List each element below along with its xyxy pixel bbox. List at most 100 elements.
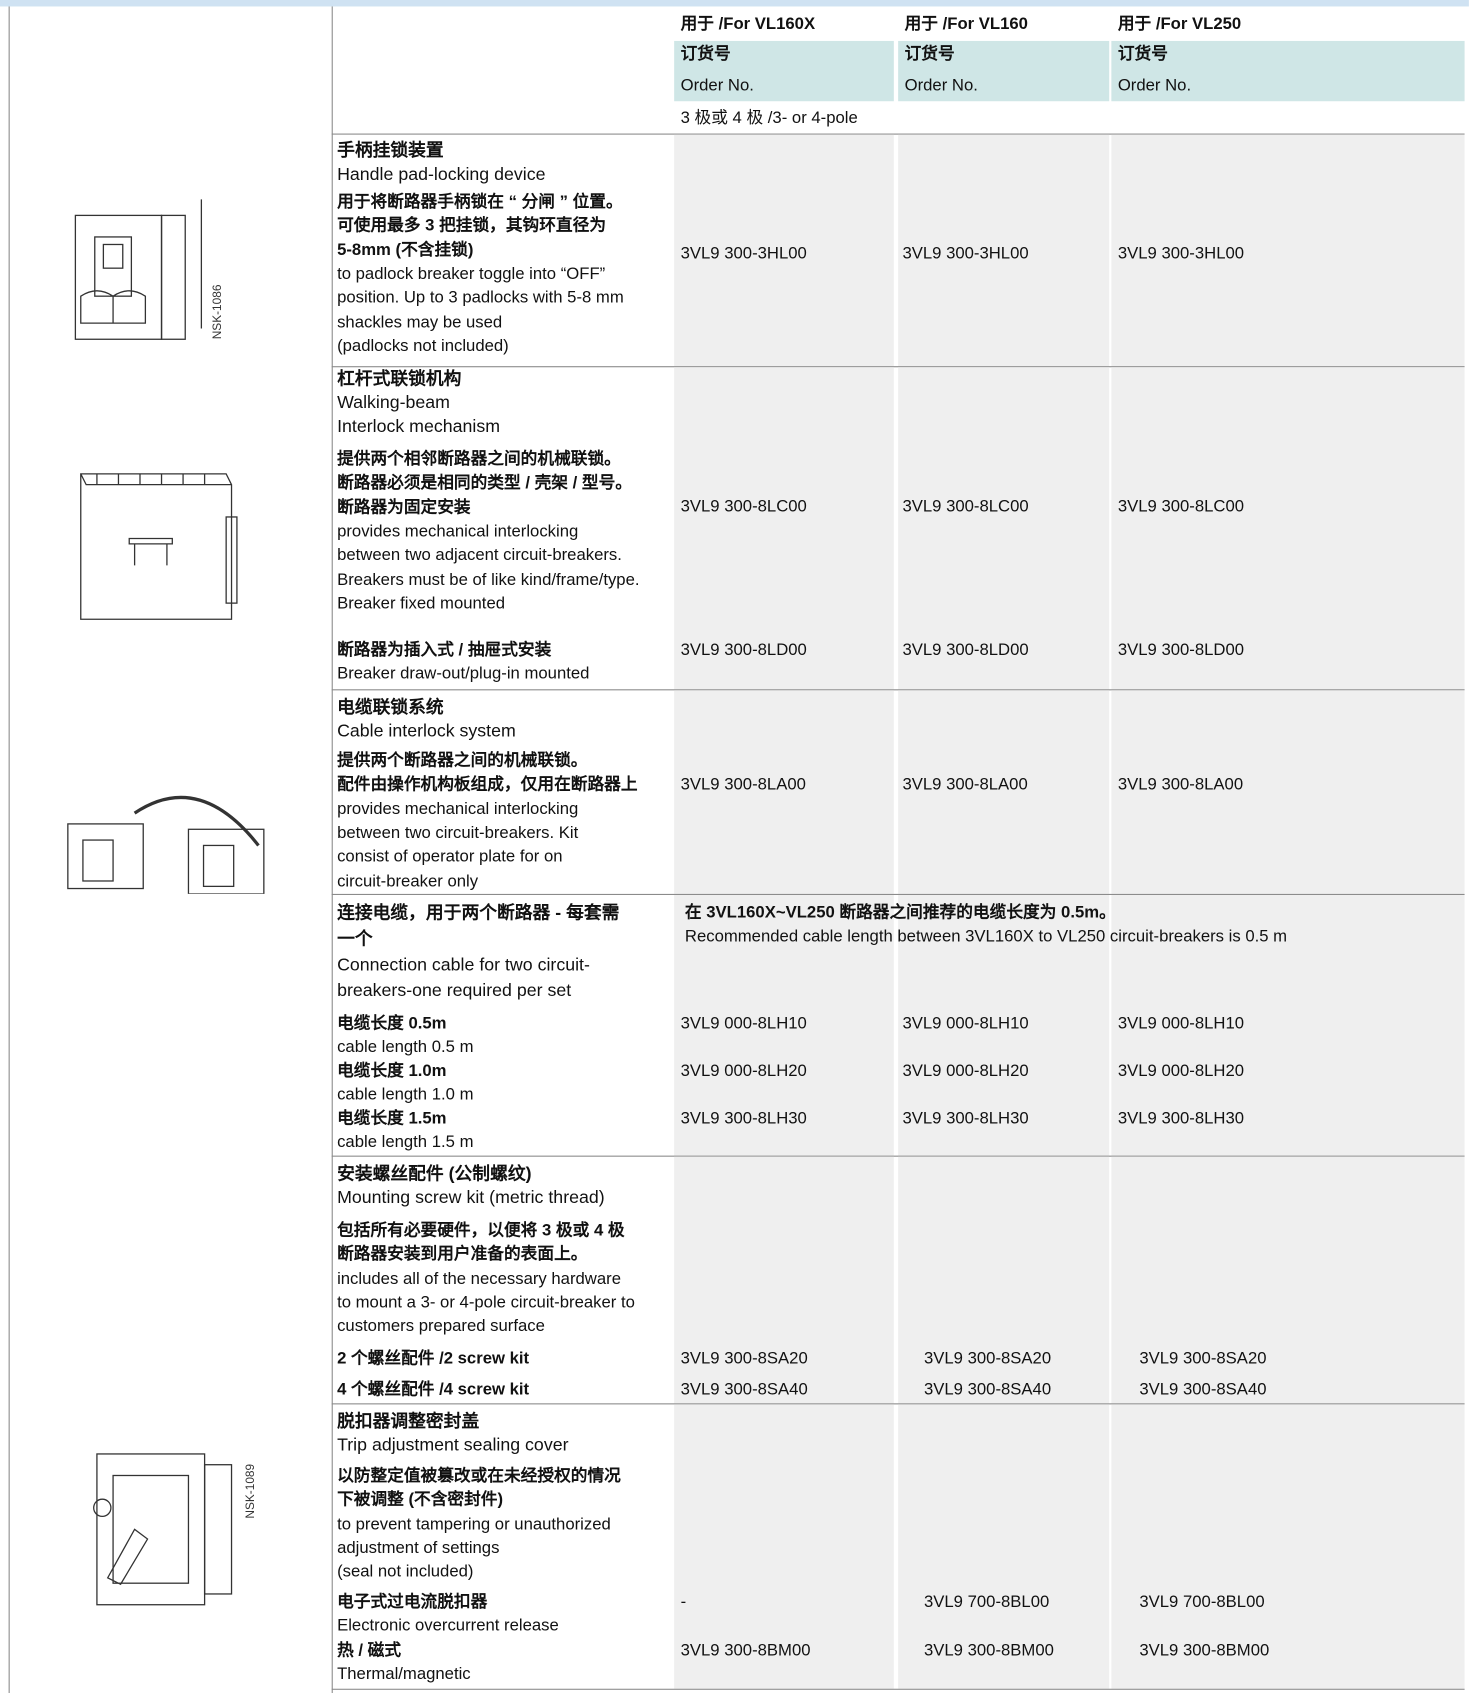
column-header: 用于 /For VL160X [680, 15, 816, 34]
section-title: 安装螺丝配件 (公制螺纹) [337, 1164, 532, 1184]
figure-label: NSK-1086 [211, 284, 224, 340]
order-number: 3VL9 700-8BL00 [1139, 1592, 1265, 1612]
order-cell [898, 1404, 1110, 1689]
section-title: 电缆联锁系统 [337, 697, 444, 718]
order-cell [898, 367, 1110, 690]
order-number: 3VL9 000-8LH10 [902, 1014, 1029, 1033]
order-cell [898, 690, 1110, 894]
order-number: 3VL9 300-8LC00 [902, 497, 1029, 516]
section-title: breakers-one required per set [337, 981, 572, 1001]
description-line: 提供两个相邻断路器之间的机械联锁。 [337, 450, 621, 469]
order-label-en: Order No. [1117, 76, 1192, 95]
order-number: 3VL9 300-8BM00 [1139, 1641, 1270, 1660]
figure [93, 1453, 233, 1606]
order-label-cn: 订货号 [680, 45, 731, 64]
order-number: 3VL9 300-8SA40 [1139, 1380, 1267, 1400]
row-label: 电缆长度 1.5m [337, 1109, 447, 1128]
order-number: 3VL9 300-8LA00 [680, 775, 806, 794]
top-bar [0, 0, 1469, 7]
row-label: Thermal/magnetic [337, 1665, 471, 1684]
description-line: shackles may be used [337, 312, 503, 332]
order-number: 3VL9 300-8SA20 [923, 1349, 1052, 1368]
description-line: between two circuit-breakers. Kit [337, 823, 579, 843]
order-label-en: Order No. [680, 76, 754, 95]
section-title: Walking-beam [337, 393, 450, 413]
order-cell [898, 1156, 1110, 1404]
figure [67, 795, 265, 894]
description-line: 断路器必须是相同的类型 / 壳架 / 型号。 [337, 474, 632, 493]
row-label: cable length 1.5 m [337, 1133, 474, 1152]
row-label: 电缆长度 1.0m [337, 1061, 447, 1081]
border [8, 6, 10, 1693]
order-number: 3VL9 000-8LH10 [680, 1014, 807, 1033]
description-line: 提供两个断路器之间的机械联锁。 [337, 751, 588, 771]
section-title: Connection cable for two circuit- [337, 955, 590, 975]
order-number: 3VL9 300-8SA20 [1139, 1349, 1267, 1368]
order-label-cn: 订货号 [1117, 45, 1168, 64]
order-cell [674, 690, 894, 894]
separator [331, 1403, 1465, 1405]
row-label: cable length 1.0 m [337, 1085, 474, 1104]
row-label: Electronic overcurrent release [337, 1616, 559, 1635]
description-line: Breakers must be of like kind/frame/type… [337, 570, 640, 589]
separator [331, 689, 1465, 691]
order-number: 3VL9 300-8SA20 [680, 1349, 808, 1368]
column-header: 用于 /For VL250 [1117, 15, 1242, 34]
separator [331, 1155, 1465, 1157]
order-number: 3VL9 300-3HL00 [902, 244, 1029, 263]
order-label-en: Order No. [904, 76, 978, 95]
figure [74, 199, 203, 340]
column-header: 用于 /For VL160 [904, 15, 1028, 34]
note-line: Recommended cable length between 3VL160X… [684, 927, 1288, 946]
description-line: 配件由操作机构板组成，仅用在断路器上 [337, 775, 638, 795]
order-number: 3VL9 300-8LA00 [902, 775, 1028, 794]
description-line: (padlocks not included) [337, 336, 509, 356]
description-line: customers prepared surface [337, 1317, 545, 1336]
description-line: Breaker fixed mounted [337, 594, 506, 613]
description-line: 断路器为固定安装 [337, 498, 471, 517]
figure-label: NSK-1089 [244, 1463, 258, 1519]
order-number: - [680, 1592, 687, 1612]
row-label: 电缆长度 0.5m [337, 1014, 447, 1033]
section-title: 脱扣器调整密封盖 [337, 1411, 480, 1432]
order-number: 3VL9 300-8LH30 [1117, 1109, 1245, 1128]
order-cell [1111, 1156, 1465, 1404]
section-title: 一个 [337, 929, 373, 949]
section-title: Cable interlock system [337, 721, 516, 741]
order-label-cn: 订货号 [904, 45, 955, 64]
pole-note: 3 极或 4 极 /3- or 4-pole [680, 108, 858, 128]
order-number: 3VL9 300-8BM00 [680, 1641, 811, 1660]
separator [331, 893, 1465, 895]
separator [331, 366, 1465, 368]
row-label: cable length 0.5 m [337, 1038, 474, 1057]
header-cell [898, 40, 1110, 102]
order-number: 3VL9 000-8LH20 [1117, 1061, 1245, 1081]
description-line: to padlock breaker toggle into “OFF” [337, 264, 606, 284]
order-cell [898, 134, 1110, 367]
order-number: 3VL9 300-8LA00 [1117, 775, 1244, 794]
row-label: Breaker draw-out/plug-in mounted [337, 664, 590, 683]
section-title: Interlock mechanism [337, 416, 501, 437]
order-number: 3VL9 000-8LH20 [680, 1061, 807, 1081]
description-line: to mount a 3- or 4-pole circuit-breaker … [337, 1293, 635, 1312]
order-number: 3VL9 300-8LC00 [1117, 497, 1245, 516]
separator [331, 133, 1465, 135]
order-number: 3VL9 000-8LH20 [902, 1061, 1029, 1081]
order-cell [898, 894, 1110, 1156]
description-line: 下被调整 (不含密封件) [337, 1490, 504, 1510]
description-line: (seal not included) [337, 1562, 474, 1582]
order-number: 3VL9 300-3HL00 [1117, 244, 1245, 263]
section-title: 杠杆式联锁机构 [337, 369, 462, 389]
description-line: 断路器安装到用户准备的表面上。 [337, 1245, 588, 1264]
description-line: 可使用最多 3 把挂锁，其钩环直径为 [337, 216, 607, 236]
section-title: Handle pad-locking device [337, 164, 546, 185]
row-label: 电子式过电流脱扣器 [337, 1592, 488, 1612]
description-line: 包括所有必要硬件，以便将 3 极或 4 极 [337, 1221, 625, 1240]
header-cell [674, 40, 894, 102]
order-number: 3VL9 300-3HL00 [680, 244, 807, 263]
order-cell [674, 367, 894, 690]
order-number: 3VL9 300-8SA40 [923, 1380, 1052, 1400]
section-title: Mounting screw kit (metric thread) [337, 1187, 605, 1208]
